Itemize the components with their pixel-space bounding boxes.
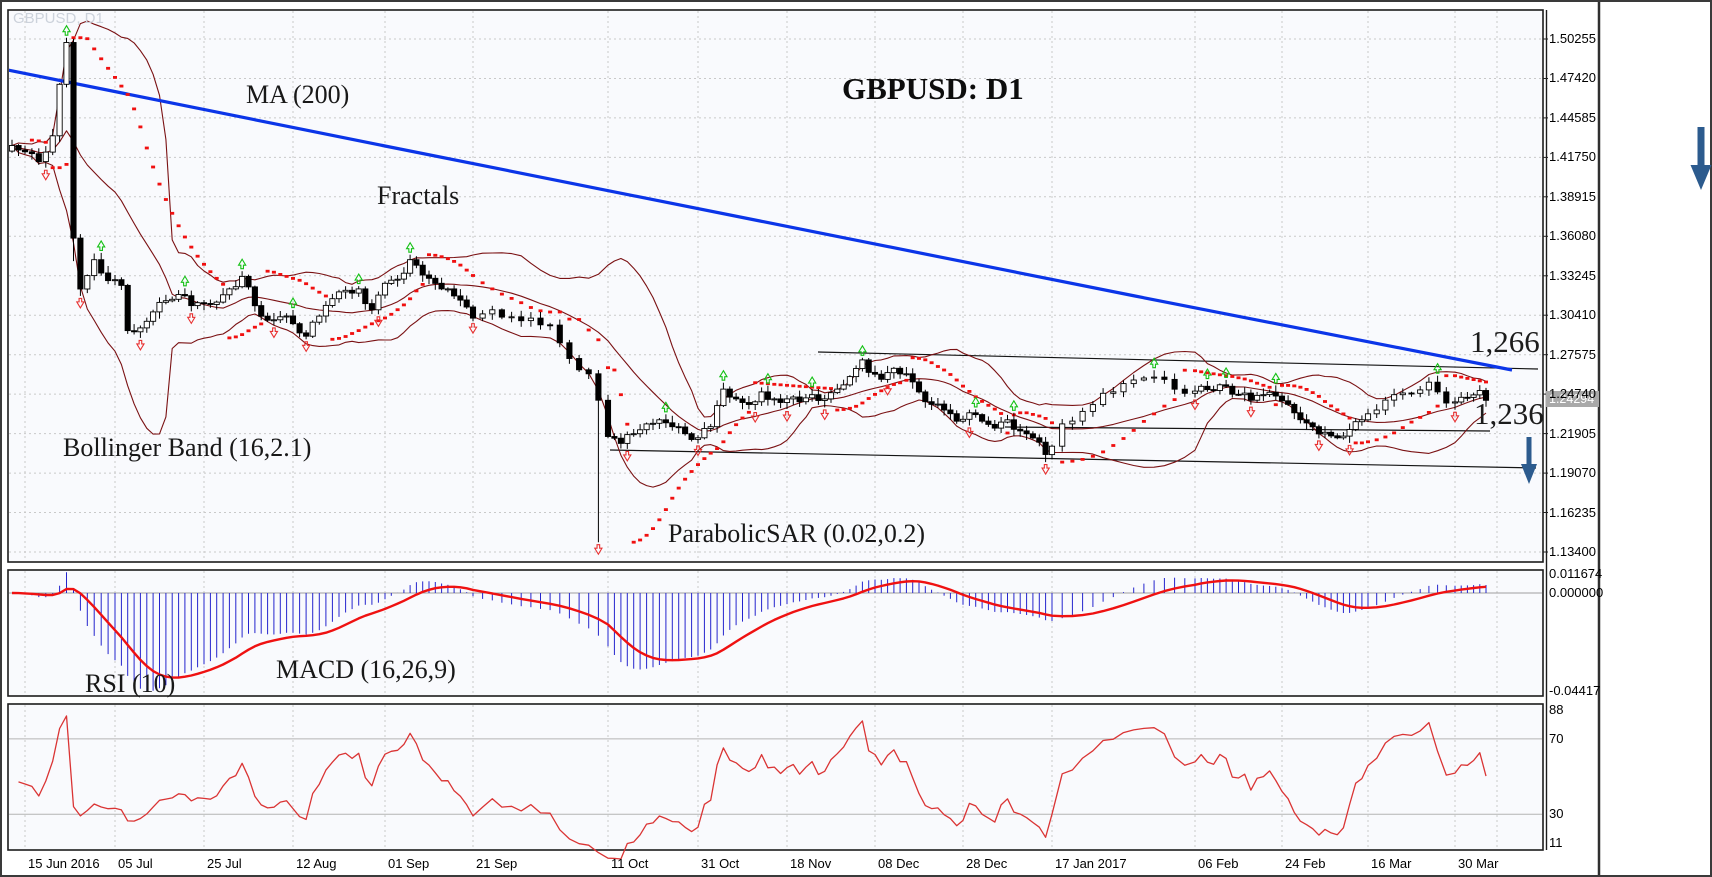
current-price-badge: 1.24294 [1546, 391, 1599, 407]
chart-title: GBPUSD: D1 [842, 71, 1024, 106]
date-label: 15 Jun 2016 [28, 856, 100, 871]
ma200-label[interactable]: MA (200) [246, 80, 350, 109]
price-label: 1.19070 [1549, 465, 1596, 481]
price-label: 1.50255 [1549, 31, 1596, 46]
date-label: 25 Jul [207, 856, 242, 871]
date-label: 30 Mar [1458, 856, 1499, 871]
date-label: 18 Nov [790, 856, 832, 871]
price-label: 1.33245 [1549, 267, 1596, 283]
rsi-scale-label: 30 [1549, 806, 1564, 821]
date-label: 06 Feb [1198, 856, 1239, 871]
fractals-label[interactable]: Fractals [377, 181, 460, 210]
rsi-scale-label: 11 [1549, 835, 1563, 850]
date-label: 31 Oct [701, 856, 740, 871]
macd-scale-label: 0.000000 [1549, 585, 1604, 600]
date-label: 28 Dec [966, 856, 1008, 871]
rsi-scale-label: 88 [1549, 702, 1564, 717]
date-label: 08 Dec [878, 856, 920, 871]
date-label: 12 Aug [296, 856, 337, 871]
rsi-label[interactable]: RSI (10) [85, 669, 176, 698]
price-label: 1.16235 [1549, 504, 1596, 520]
date-label: 21 Sep [476, 856, 518, 871]
date-label: 01 Sep [388, 856, 430, 871]
price-label: 1.21905 [1549, 425, 1596, 441]
resistance-level-label[interactable]: 1,266 [1470, 324, 1540, 359]
price-label: 1.47420 [1549, 70, 1596, 86]
price-label: 1.38915 [1549, 188, 1596, 204]
support-level-label[interactable]: 1,236 [1474, 396, 1544, 431]
macd-scale-label: 0.011674 [1549, 566, 1603, 581]
parabolic-sar-label[interactable]: ParabolicSAR (0.02,0.2) [668, 519, 926, 548]
price-label: 1.30410 [1549, 307, 1596, 323]
rsi-scale-label: 70 [1549, 731, 1564, 746]
price-label: 1.13400 [1549, 543, 1596, 559]
macd-scale-label: -0.04417 [1549, 683, 1601, 698]
date-label: 16 Mar [1371, 856, 1412, 871]
bollinger-label[interactable]: Bollinger Band (16,2.1) [63, 433, 312, 462]
date-label: 11 Oct [611, 856, 649, 871]
price-label: 1.27575 [1549, 346, 1596, 362]
price-label: 1.41750 [1549, 149, 1596, 165]
symbol-watermark: GBPUSD, D1 [13, 10, 104, 27]
price-label: 1.36080 [1549, 228, 1596, 244]
date-label: 17 Jan 2017 [1055, 856, 1127, 871]
price-label: 1.24740 [1549, 386, 1596, 402]
date-label: 05 Jul [118, 856, 153, 871]
price-label: 1.44585 [1549, 109, 1596, 125]
macd-label[interactable]: MACD (16,26,9) [276, 655, 456, 684]
date-label: 24 Feb [1285, 856, 1326, 871]
